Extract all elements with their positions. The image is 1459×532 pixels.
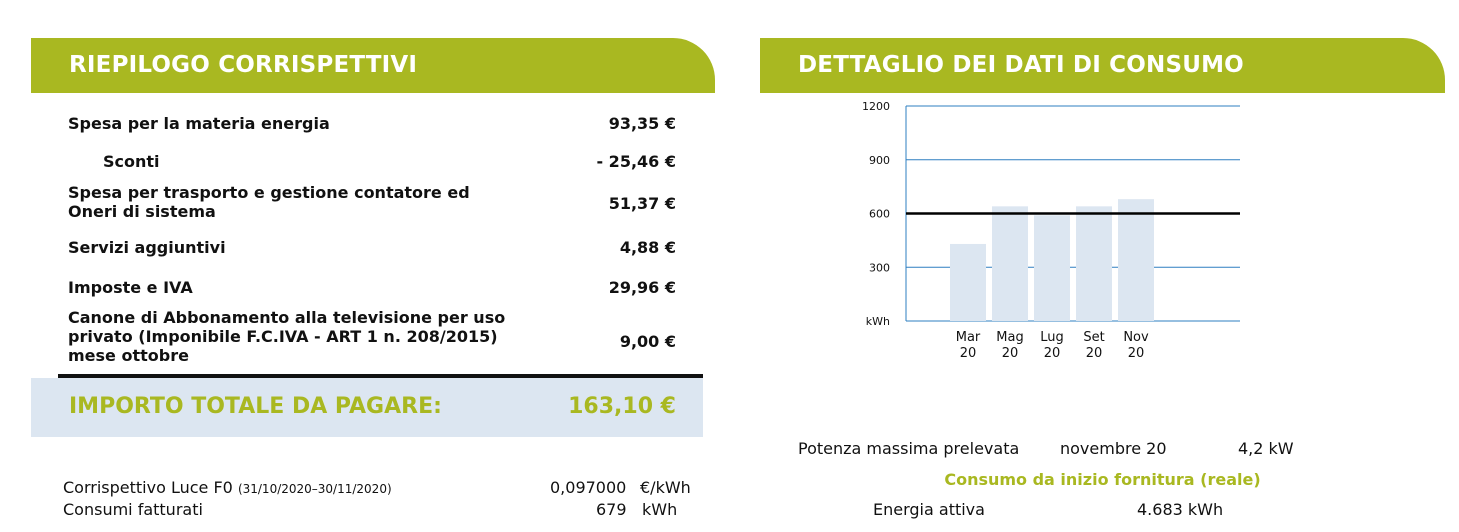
bar — [950, 243, 986, 321]
corrispettivo-unit: €/kWh — [640, 478, 691, 497]
x-tick-label: 20 — [1128, 346, 1145, 361]
consumi-label: Consumi fatturati — [63, 500, 203, 519]
row-label: Spesa per la materia energia — [68, 114, 330, 133]
dettaglio-header: DETTAGLIO DEI DATI DI CONSUMO — [760, 38, 1445, 93]
corrispettivo-value: 0,097000 — [550, 478, 627, 497]
energia-value: 4.683 kWh — [1137, 500, 1224, 519]
potenza-value: 4,2 kW — [1238, 439, 1294, 458]
total-value: 163,10 € — [568, 394, 676, 419]
row-label: Spesa per trasporto e gestione contatore… — [68, 183, 470, 221]
bar — [1076, 206, 1112, 321]
y-tick-label: 900 — [869, 154, 890, 167]
x-tick-label: Mag — [996, 330, 1023, 345]
y-unit-label: kWh — [866, 315, 890, 328]
x-tick-label: 20 — [1002, 346, 1019, 361]
summary-row-servizi: Servizi aggiuntivi 4,88 € — [68, 238, 676, 257]
summary-row-trasporto: Spesa per trasporto e gestione contatore… — [68, 183, 676, 223]
total-divider — [58, 374, 703, 378]
bar — [1118, 199, 1154, 321]
x-tick-label: 20 — [1044, 346, 1061, 361]
summary-row-imposte: Imposte e IVA 29,96 € — [68, 278, 676, 297]
x-tick-label: Lug — [1040, 330, 1064, 345]
energia-label: Energia attiva — [873, 500, 985, 519]
row-label: Servizi aggiuntivi — [68, 238, 226, 257]
row-value: 93,35 € — [608, 114, 676, 133]
bar — [1034, 215, 1070, 321]
x-tick-label: Nov — [1123, 330, 1149, 345]
y-tick-label: 300 — [869, 261, 890, 274]
potenza-period: novembre 20 — [1060, 439, 1167, 458]
consumo-title: Consumo da inizio fornitura (reale) — [944, 470, 1261, 489]
corrispettivo-period: (31/10/2020–30/11/2020) — [237, 482, 392, 496]
total-band: IMPORTO TOTALE DA PAGARE: 163,10 € — [31, 378, 703, 437]
summary-row-sconti: Sconti - 25,46 € — [68, 152, 676, 171]
row-value: 4,88 € — [619, 238, 676, 257]
y-tick-label: 1200 — [862, 100, 890, 113]
x-tick-label: Mar — [956, 330, 981, 345]
summary-row-materia: Spesa per la materia energia 93,35 € — [68, 114, 676, 133]
row-value: 51,37 € — [608, 194, 676, 213]
bar — [992, 206, 1028, 321]
total-label: IMPORTO TOTALE DA PAGARE: — [69, 394, 442, 419]
dettaglio-title: DETTAGLIO DEI DATI DI CONSUMO — [798, 52, 1244, 78]
potenza-label: Potenza massima prelevata — [798, 439, 1020, 458]
y-tick-label: 600 — [869, 208, 890, 221]
corrispettivo-label: Corrispettivo Luce F0 (31/10/2020–30/11/… — [63, 478, 392, 499]
consumi-value: 679 — [596, 500, 627, 519]
riepilogo-header: RIEPILOGO CORRISPETTIVI — [31, 38, 715, 93]
row-value: - 25,46 € — [596, 152, 676, 171]
row-label: Sconti — [103, 152, 160, 171]
corrispettivo-name: Corrispettivo Luce F0 — [63, 478, 233, 497]
row-label: Canone di Abbonamento alla televisione p… — [68, 308, 506, 365]
summary-row-canone: Canone di Abbonamento alla televisione p… — [68, 308, 676, 368]
row-value: 29,96 € — [608, 278, 676, 297]
x-tick-label: Set — [1083, 330, 1104, 345]
x-tick-label: 20 — [960, 346, 977, 361]
row-label: Imposte e IVA — [68, 278, 193, 297]
riepilogo-title: RIEPILOGO CORRISPETTIVI — [69, 52, 418, 78]
x-tick-label: 20 — [1086, 346, 1103, 361]
consumi-unit: kWh — [642, 500, 678, 519]
row-value: 9,00 € — [619, 332, 676, 351]
chart-bars — [950, 199, 1154, 321]
chart-y-ticks: 300 600 900 1200 kWh — [862, 100, 890, 328]
